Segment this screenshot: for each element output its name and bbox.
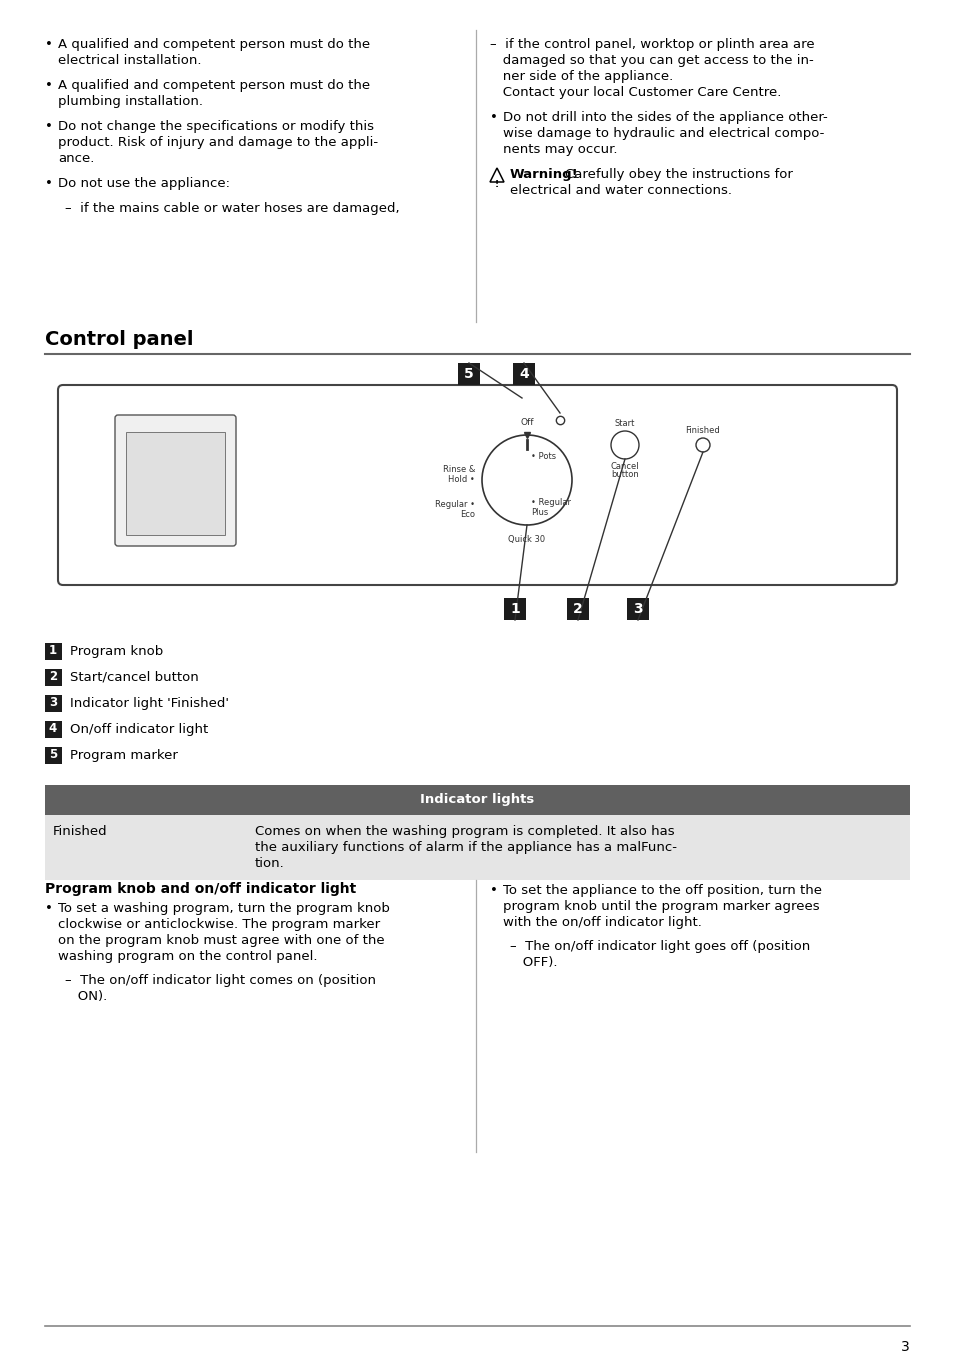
Text: the auxiliary functions of alarm if the appliance has a malFunc-: the auxiliary functions of alarm if the … bbox=[254, 841, 677, 854]
Text: Off: Off bbox=[519, 418, 533, 427]
Text: 4: 4 bbox=[49, 722, 57, 735]
Text: clockwise or anticlockwise. The program marker: clockwise or anticlockwise. The program … bbox=[58, 918, 379, 932]
Text: –  The on/off indicator light comes on (position: – The on/off indicator light comes on (p… bbox=[65, 973, 375, 987]
Text: Start: Start bbox=[614, 419, 635, 429]
Text: Rinse &: Rinse & bbox=[442, 465, 475, 475]
Bar bbox=[45, 695, 62, 713]
Text: program knob until the program marker agrees: program knob until the program marker ag… bbox=[502, 900, 819, 913]
Bar bbox=[45, 721, 62, 738]
Text: –  if the mains cable or water hoses are damaged,: – if the mains cable or water hoses are … bbox=[65, 201, 399, 215]
Text: Carefully obey the instructions for: Carefully obey the instructions for bbox=[564, 168, 792, 181]
Text: ance.: ance. bbox=[58, 151, 94, 165]
Bar bbox=[45, 748, 62, 764]
Text: Indicator light 'Finished': Indicator light 'Finished' bbox=[70, 698, 229, 710]
Text: Start/cancel button: Start/cancel button bbox=[70, 671, 198, 684]
Text: Indicator lights: Indicator lights bbox=[420, 794, 534, 807]
Text: Program marker: Program marker bbox=[70, 749, 177, 763]
Text: •: • bbox=[490, 884, 497, 896]
Text: 1: 1 bbox=[49, 645, 57, 657]
Text: Program knob: Program knob bbox=[70, 645, 163, 658]
Text: A qualified and competent person must do the: A qualified and competent person must do… bbox=[58, 38, 370, 51]
Text: •: • bbox=[490, 111, 497, 124]
Text: Do not drill into the sides of the appliance other-: Do not drill into the sides of the appli… bbox=[502, 111, 827, 124]
Text: Quick 30: Quick 30 bbox=[508, 535, 545, 544]
Text: ON).: ON). bbox=[65, 990, 107, 1003]
Text: 2: 2 bbox=[49, 671, 57, 684]
Text: 3: 3 bbox=[633, 602, 642, 617]
FancyBboxPatch shape bbox=[115, 415, 235, 546]
Bar bbox=[513, 362, 535, 385]
Text: nents may occur.: nents may occur. bbox=[502, 143, 617, 155]
Text: Eco: Eco bbox=[459, 510, 475, 519]
Text: Hold •: Hold • bbox=[448, 475, 475, 484]
Text: –  if the control panel, worktop or plinth area are: – if the control panel, worktop or plint… bbox=[490, 38, 814, 51]
Text: Do not change the specifications or modify this: Do not change the specifications or modi… bbox=[58, 120, 374, 132]
Text: ner side of the appliance.: ner side of the appliance. bbox=[490, 70, 673, 82]
Text: with the on/off indicator light.: with the on/off indicator light. bbox=[502, 917, 701, 929]
Bar bbox=[45, 786, 909, 815]
Bar bbox=[626, 598, 648, 621]
Text: –  The on/off indicator light goes off (position: – The on/off indicator light goes off (p… bbox=[510, 940, 809, 953]
Text: plumbing installation.: plumbing installation. bbox=[58, 95, 203, 108]
FancyBboxPatch shape bbox=[58, 385, 896, 585]
Text: button: button bbox=[611, 470, 639, 479]
Text: tion.: tion. bbox=[254, 857, 284, 869]
Text: product. Risk of injury and damage to the appli-: product. Risk of injury and damage to th… bbox=[58, 137, 377, 149]
Text: Plus: Plus bbox=[531, 508, 548, 516]
Text: To set the appliance to the off position, turn the: To set the appliance to the off position… bbox=[502, 884, 821, 896]
Text: •: • bbox=[45, 902, 52, 915]
Text: 5: 5 bbox=[49, 749, 57, 761]
Text: On/off indicator light: On/off indicator light bbox=[70, 723, 208, 735]
Bar bbox=[45, 644, 62, 660]
Text: Finished: Finished bbox=[685, 426, 720, 435]
Text: 5: 5 bbox=[464, 366, 474, 381]
Text: !: ! bbox=[495, 180, 498, 189]
Text: •: • bbox=[45, 38, 52, 51]
Text: on the program knob must agree with one of the: on the program knob must agree with one … bbox=[58, 934, 384, 946]
Text: Cancel: Cancel bbox=[610, 462, 639, 470]
Text: •: • bbox=[45, 120, 52, 132]
Text: 1: 1 bbox=[510, 602, 519, 617]
Text: wise damage to hydraulic and electrical compo-: wise damage to hydraulic and electrical … bbox=[502, 127, 823, 141]
Text: Program knob and on/off indicator light: Program knob and on/off indicator light bbox=[45, 882, 355, 896]
Bar bbox=[126, 433, 225, 535]
Text: Regular •: Regular • bbox=[435, 500, 475, 508]
Text: To set a washing program, turn the program knob: To set a washing program, turn the progr… bbox=[58, 902, 390, 915]
Text: Finished: Finished bbox=[53, 825, 108, 838]
Bar bbox=[566, 598, 588, 621]
Text: 2: 2 bbox=[573, 602, 582, 617]
Text: 4: 4 bbox=[518, 366, 528, 381]
Text: 3: 3 bbox=[901, 1340, 909, 1352]
Text: •: • bbox=[45, 177, 52, 191]
Text: damaged so that you can get access to the in-: damaged so that you can get access to th… bbox=[490, 54, 813, 68]
Text: A qualified and competent person must do the: A qualified and competent person must do… bbox=[58, 78, 370, 92]
Text: Control panel: Control panel bbox=[45, 330, 193, 349]
Text: washing program on the control panel.: washing program on the control panel. bbox=[58, 950, 317, 963]
Bar bbox=[457, 362, 479, 385]
Text: •: • bbox=[45, 78, 52, 92]
Text: electrical installation.: electrical installation. bbox=[58, 54, 201, 68]
Text: Warning!: Warning! bbox=[510, 168, 578, 181]
Text: 3: 3 bbox=[49, 696, 57, 710]
Text: Do not use the appliance:: Do not use the appliance: bbox=[58, 177, 230, 191]
Bar bbox=[45, 815, 909, 880]
Text: electrical and water connections.: electrical and water connections. bbox=[510, 184, 731, 197]
Text: • Pots: • Pots bbox=[531, 452, 556, 461]
Bar bbox=[45, 669, 62, 685]
Text: Comes on when the washing program is completed. It also has: Comes on when the washing program is com… bbox=[254, 825, 674, 838]
Bar bbox=[503, 598, 525, 621]
Text: OFF).: OFF). bbox=[510, 956, 557, 969]
Text: • Regular: • Regular bbox=[531, 498, 571, 507]
Text: Contact your local Customer Care Centre.: Contact your local Customer Care Centre. bbox=[490, 87, 781, 99]
